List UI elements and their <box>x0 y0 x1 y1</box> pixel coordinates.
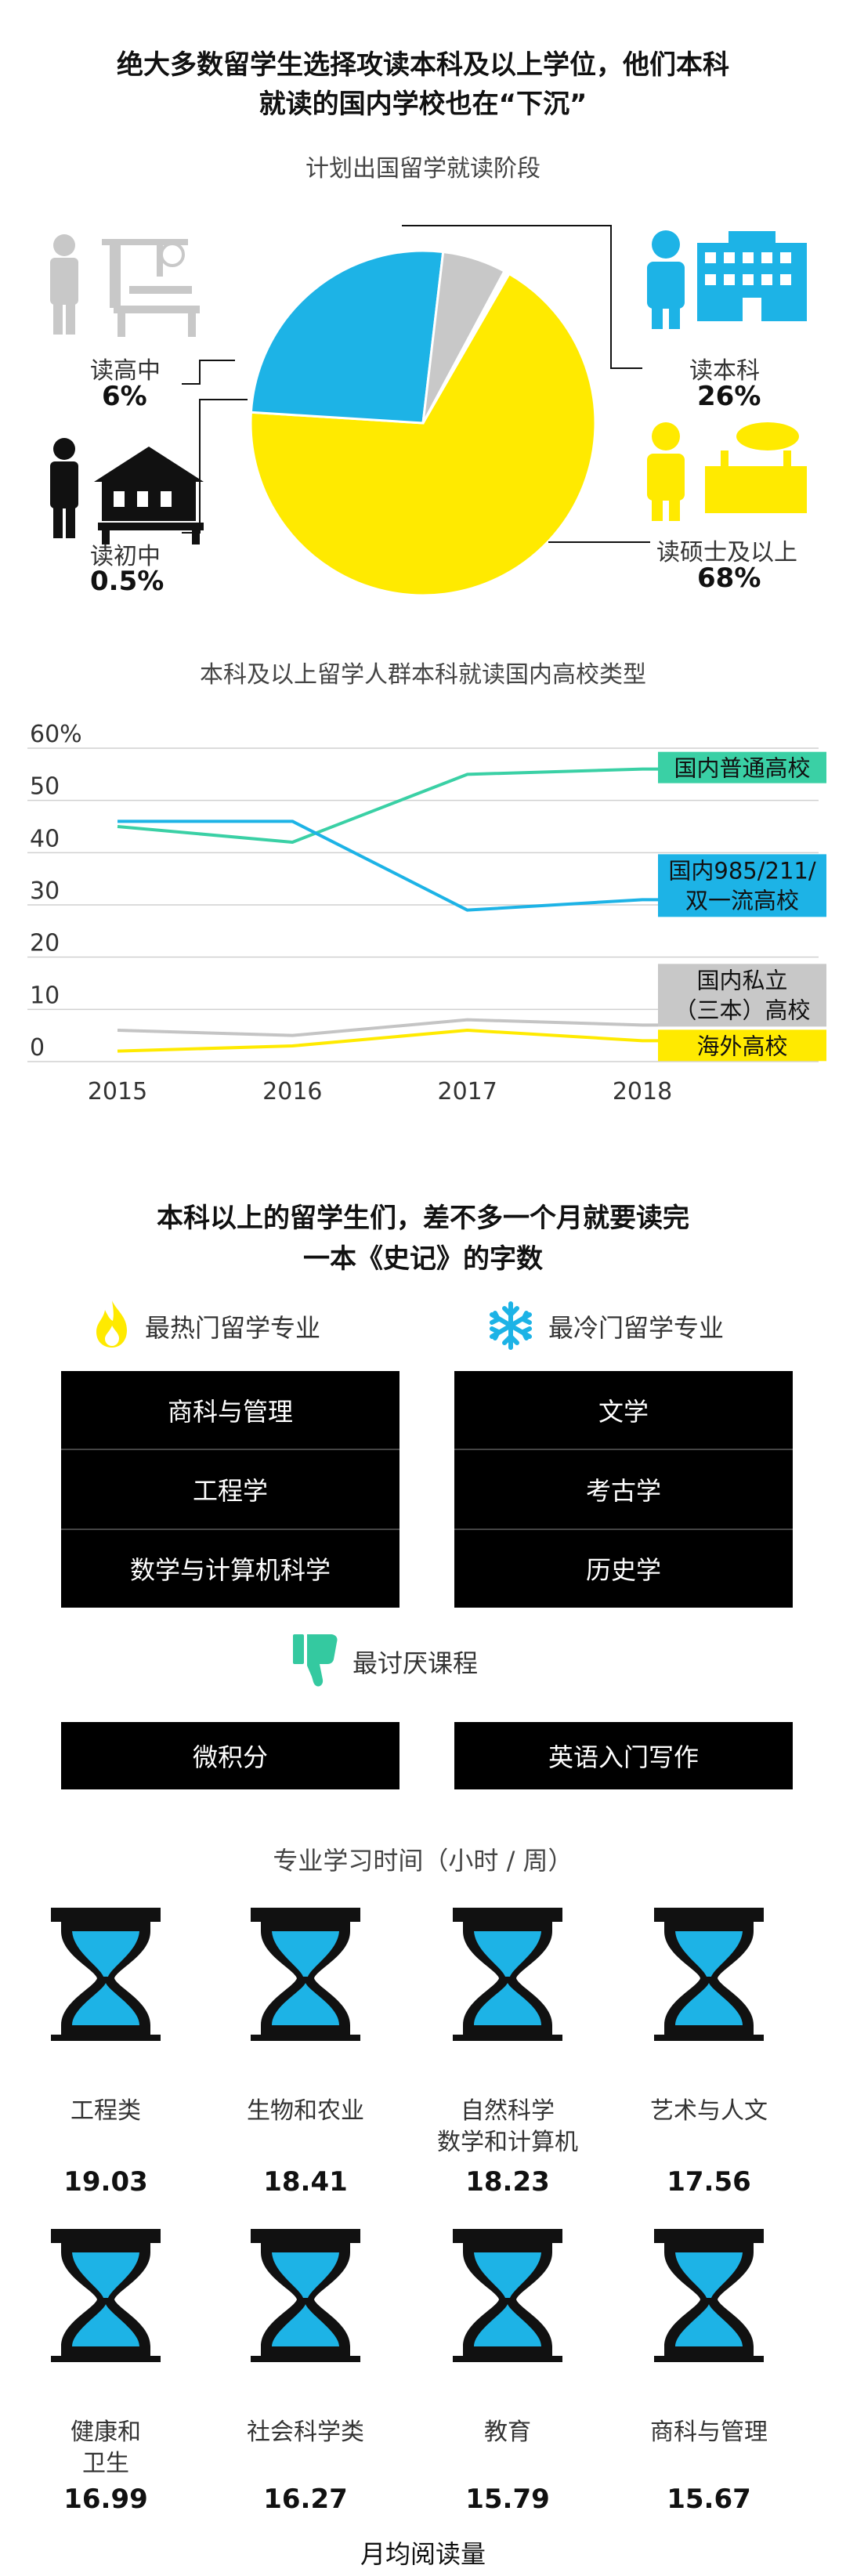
series-line-2 <box>117 1018 658 1037</box>
cold-title: 最冷门留学专业 <box>548 1313 725 1343</box>
y-tick-label: 0 <box>30 1034 45 1062</box>
y-tick-label: 30 <box>30 877 60 905</box>
x-tick-label: 2016 <box>262 1078 322 1105</box>
hourglass-icon <box>453 1908 562 2041</box>
y-tick-label: 50 <box>30 773 60 801</box>
pie-pct-master: 68% <box>697 563 761 594</box>
hourglass-icon <box>453 2229 562 2362</box>
undergrad-icon <box>647 230 807 329</box>
study-hours-value: 19.03 <box>63 2166 148 2198</box>
study-title: 专业学习时间（小时 / 周） <box>273 1846 573 1876</box>
hot-title: 最热门留学专业 <box>145 1313 321 1343</box>
pie-label-undergrad: 读本科 <box>689 357 760 385</box>
study-hours-value: 18.41 <box>263 2166 348 2198</box>
study-field-name: 商科与管理 <box>650 2419 768 2446</box>
x-tick-label: 2015 <box>88 1078 147 1105</box>
hourglass-icon <box>51 2229 161 2362</box>
leader-line-undergrad <box>402 225 642 369</box>
cold-majors-list: 文学 考古学 历史学 <box>454 1371 793 1608</box>
study-hours-value: 15.79 <box>465 2484 550 2515</box>
study-field-name: 健康和 卫生 <box>70 2419 141 2477</box>
study-field-name: 教育 <box>484 2419 531 2446</box>
headline2-line-1: 本科以上的留学生们，差不多一个月就要读完 <box>157 1203 689 1234</box>
pie-label-middleschool: 读初中 <box>90 543 161 570</box>
study-field-name: 社会科学类 <box>247 2419 364 2446</box>
hourglass-icon <box>51 1908 161 2041</box>
pie-slice-3 <box>421 270 512 424</box>
series-label: 双一流高校 <box>685 887 799 914</box>
hourglass-icon <box>654 2229 764 2362</box>
pie-pct-middleschool: 0.5% <box>90 566 164 597</box>
pie-label-highschool: 读高中 <box>90 357 161 385</box>
snowflake-icon <box>490 1301 532 1350</box>
study-hours-value: 16.27 <box>263 2484 348 2515</box>
study-hours-value: 18.23 <box>465 2166 550 2198</box>
hourglass-icon <box>251 2229 360 2362</box>
series-label: 国内私立 <box>696 967 787 993</box>
master-icon <box>647 422 807 521</box>
study-field-name: 艺术与人文 <box>650 2097 768 2125</box>
x-tick-label: 2018 <box>613 1078 672 1105</box>
hourglass-icon <box>654 1908 764 2041</box>
headline2-line-2: 一本《史记》的字数 <box>303 1243 543 1275</box>
fire-icon <box>96 1301 127 1348</box>
study-hours-value: 17.56 <box>667 2166 751 2198</box>
x-tick-label: 2017 <box>437 1078 497 1105</box>
line-chart-title: 本科及以上留学人群本科就读国内高校类型 <box>200 661 646 689</box>
cold-major-item: 文学 <box>454 1371 793 1451</box>
cold-major-item: 历史学 <box>585 1555 661 1586</box>
hot-majors-list: 商科与管理 工程学 数学与计算机科学 <box>61 1371 400 1608</box>
y-tick-label: 40 <box>30 825 60 852</box>
series-label: （三本）高校 <box>674 997 810 1023</box>
pie-slice-1 <box>249 249 445 425</box>
study-hours-value: 15.67 <box>667 2484 751 2515</box>
high-school-icon <box>50 234 200 337</box>
dislike-course-2: 英语入门写作 <box>454 1722 793 1789</box>
hourglass-icon <box>251 1908 360 2041</box>
study-field-name: 自然科学 数学和计算机 <box>437 2097 578 2156</box>
headline-line-1: 绝大多数留学生选择攻读本科及以上学位，他们本科 <box>117 49 729 81</box>
pie-label-master: 读硕士及以上 <box>656 539 797 566</box>
study-field-name: 生物和农业 <box>247 2097 364 2125</box>
y-tick-label: 60% <box>30 721 82 748</box>
y-tick-label: 20 <box>30 930 60 957</box>
footer-title: 月均阅读量 <box>360 2539 486 2569</box>
dislike-course-label: 微积分 <box>192 1742 268 1772</box>
series-label-box <box>658 751 826 783</box>
series-label-box <box>658 854 826 917</box>
headline-line-2: 就读的国内学校也在“下沉” <box>258 89 588 120</box>
dislike-course-label: 英语入门写作 <box>548 1742 699 1772</box>
study-field-name: 工程类 <box>70 2097 141 2125</box>
hot-major-item: 数学与计算机科学 <box>129 1555 331 1586</box>
series-label-box <box>658 1029 826 1062</box>
series-line-0 <box>117 767 658 844</box>
y-tick-label: 10 <box>30 982 60 1009</box>
dislike-course-1: 微积分 <box>61 1722 400 1789</box>
hot-major-item: 商科与管理 <box>61 1371 400 1451</box>
pie-chart <box>182 225 650 597</box>
thumbs-down-icon <box>293 1634 338 1687</box>
middle-school-icon <box>50 438 204 545</box>
series-label: 国内985/211/ <box>668 857 815 884</box>
leader-line-highschool <box>182 360 235 385</box>
leader-line-middleschool <box>182 399 248 534</box>
study-hours-value: 16.99 <box>63 2484 148 2515</box>
pie-slice-0 <box>249 272 597 597</box>
cold-major-item: 考古学 <box>454 1450 793 1530</box>
series-label: 国内普通高校 <box>674 755 810 782</box>
hot-major-item: 工程学 <box>61 1450 400 1530</box>
pie-title: 计划出国留学就读阶段 <box>306 155 540 183</box>
series-label: 海外高校 <box>696 1033 787 1059</box>
pie-pct-undergrad: 26% <box>697 381 761 412</box>
series-label-box <box>658 964 826 1027</box>
line-chart: 0 10 20 30 40 50 60% 2015 2016 2017 2018 国内普通高校国内… <box>27 721 826 1105</box>
dislike-title: 最讨厌课程 <box>352 1648 479 1678</box>
pie-pct-highschool: 6% <box>102 381 147 412</box>
